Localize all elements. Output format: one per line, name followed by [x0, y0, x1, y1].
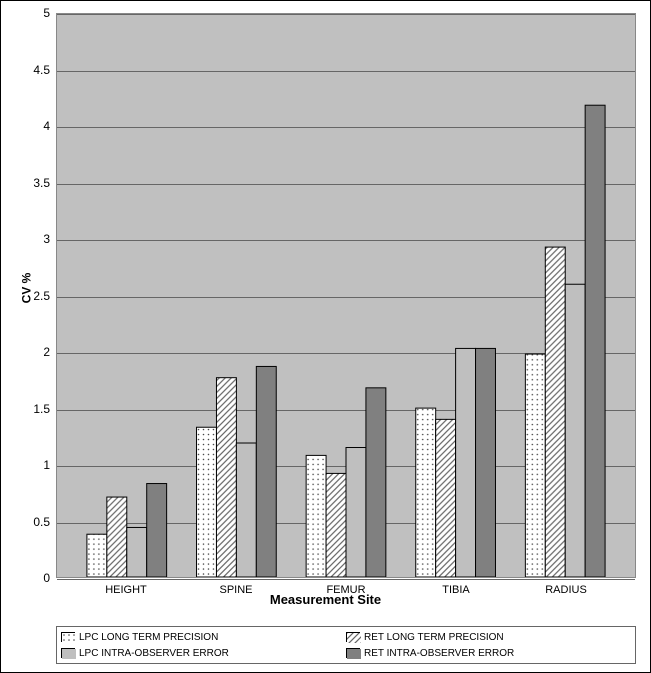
- y-tick-label: 0: [20, 571, 50, 585]
- y-tick-label: 3.5: [20, 176, 50, 190]
- legend-item: RET INTRA-OBSERVER ERROR: [346, 645, 631, 661]
- bar: [326, 473, 346, 577]
- bar: [346, 448, 366, 577]
- bar: [525, 354, 545, 577]
- legend-label: LPC INTRA-OBSERVER ERROR: [79, 648, 229, 659]
- y-tick-label: 0.5: [20, 515, 50, 529]
- bar: [565, 284, 585, 577]
- bar: [436, 419, 456, 577]
- bar: [256, 366, 276, 577]
- legend-item: RET LONG TERM PRECISION: [346, 629, 631, 645]
- legend-swatch: [61, 648, 75, 658]
- legend-label: RET LONG TERM PRECISION: [364, 632, 504, 643]
- bar: [456, 348, 476, 577]
- plot-area: [56, 13, 636, 578]
- legend-swatch: [346, 648, 360, 658]
- bar: [585, 105, 605, 577]
- bar: [416, 408, 436, 577]
- y-tick-label: 4.5: [20, 63, 50, 77]
- legend: LPC LONG TERM PRECISION RET LONG TERM PRE…: [56, 626, 636, 664]
- y-tick-label: 1.5: [20, 402, 50, 416]
- legend-label: LPC LONG TERM PRECISION: [79, 632, 218, 643]
- x-axis-label: Measurement Site: [1, 592, 650, 607]
- bar: [306, 455, 326, 577]
- bar: [87, 534, 107, 577]
- legend-swatch: [346, 632, 360, 642]
- bar: [545, 247, 565, 577]
- y-tick-label: 4: [20, 119, 50, 133]
- y-tick-label: 5: [20, 6, 50, 20]
- bar: [476, 348, 496, 577]
- legend-label: RET INTRA-OBSERVER ERROR: [364, 648, 514, 659]
- bar: [107, 497, 127, 577]
- gridline: [57, 579, 635, 580]
- legend-item: LPC LONG TERM PRECISION: [61, 629, 346, 645]
- bar: [197, 427, 217, 577]
- bar: [216, 378, 236, 577]
- legend-swatch: [61, 632, 75, 642]
- bar: [147, 484, 167, 577]
- legend-item: LPC INTRA-OBSERVER ERROR: [61, 645, 346, 661]
- y-tick-label: 1: [20, 458, 50, 472]
- bar: [127, 527, 147, 577]
- y-tick-label: 2.5: [20, 289, 50, 303]
- bar: [236, 443, 256, 577]
- chart-container: CV % 00.511.522.533.544.55 HEIGHTSPINEFE…: [0, 0, 651, 673]
- bar: [366, 388, 386, 577]
- y-tick-label: 2: [20, 345, 50, 359]
- y-tick-label: 3: [20, 232, 50, 246]
- bars-group: [57, 14, 635, 577]
